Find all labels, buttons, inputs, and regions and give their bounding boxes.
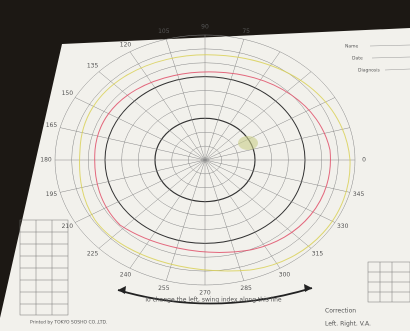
perimetry-grid xyxy=(54,34,356,286)
meridian-label: 90 xyxy=(201,24,209,31)
printer: Printed by TOKYO SOSHO CO.,LTD. xyxy=(30,320,107,326)
meridian xyxy=(204,71,312,161)
meridian-label: 135 xyxy=(87,62,99,69)
eye-label: Left. Right. V.A. xyxy=(325,321,371,328)
name-line xyxy=(369,44,410,47)
meridian xyxy=(204,127,350,161)
meridian xyxy=(98,159,206,249)
meridian xyxy=(129,51,206,161)
meridian-label: 270 xyxy=(199,290,211,297)
meridian xyxy=(204,159,281,269)
meridian xyxy=(204,51,281,161)
meridian-label: 180 xyxy=(40,157,52,164)
meridian xyxy=(98,71,206,161)
meridian xyxy=(204,159,350,193)
meridian-label: 255 xyxy=(158,285,170,292)
correction: Correction xyxy=(325,308,356,315)
yellow-isopter xyxy=(79,54,351,272)
red-isopter xyxy=(94,71,331,253)
arrow-left xyxy=(118,286,126,294)
meridian-label: 210 xyxy=(62,223,74,230)
meridian xyxy=(204,159,312,249)
meridian-label: 225 xyxy=(87,251,99,258)
meridian-label: 285 xyxy=(240,285,252,292)
meridian xyxy=(204,39,245,161)
meridian xyxy=(129,159,206,269)
arrow-right xyxy=(304,284,312,292)
meridian-label: 195 xyxy=(46,191,58,198)
date-label: Date xyxy=(352,56,363,62)
diagnosis-label: Diagnosis xyxy=(358,68,381,74)
meridian-label: 0 xyxy=(362,157,366,164)
meridian xyxy=(165,159,206,281)
right-table xyxy=(367,261,410,303)
date-line xyxy=(371,56,410,59)
instruction: To change the left, swing index along th… xyxy=(143,297,282,304)
meridian-label: 240 xyxy=(120,272,132,279)
meridian-label: 165 xyxy=(46,122,58,129)
meridian xyxy=(74,159,206,223)
diagnosis-line xyxy=(384,68,410,71)
meridian xyxy=(60,127,206,161)
blind-spot xyxy=(238,136,258,150)
meridian-label: 300 xyxy=(279,272,291,279)
meridian-label: 330 xyxy=(337,223,349,230)
meridian xyxy=(74,97,206,161)
meridian xyxy=(165,39,206,161)
meridian-label: 315 xyxy=(312,251,324,258)
left-table xyxy=(19,219,69,316)
name-label: Name xyxy=(345,44,359,50)
meridian-label: 150 xyxy=(62,90,74,97)
meridian-label: 105 xyxy=(158,28,170,35)
meridian-label: 120 xyxy=(120,41,132,48)
meridian xyxy=(204,159,245,281)
index-arc xyxy=(117,287,313,305)
meridian xyxy=(204,97,336,161)
meridian xyxy=(60,159,206,193)
meridian-label: 345 xyxy=(353,191,365,198)
meridian-label: 75 xyxy=(242,28,250,35)
